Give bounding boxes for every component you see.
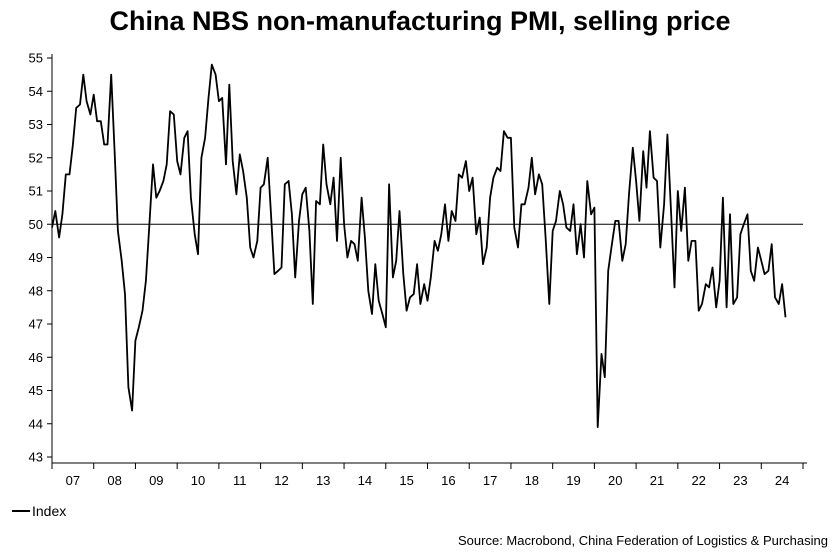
y-tick-label: 52 <box>29 150 43 165</box>
series-layer <box>51 63 787 429</box>
x-tick-label: 08 <box>107 473 121 488</box>
y-tick-label: 45 <box>29 383 43 398</box>
y-tick-label: 53 <box>29 117 43 132</box>
y-tick-label: 46 <box>29 350 43 365</box>
x-tick-label: 12 <box>274 473 288 488</box>
y-tick-label: 50 <box>29 217 43 232</box>
y-tick-label: 49 <box>29 250 43 265</box>
x-tick-label: 24 <box>775 473 789 488</box>
x-tick-label: 18 <box>525 473 539 488</box>
x-tick-label: 20 <box>608 473 622 488</box>
y-tick-label: 44 <box>29 416 43 431</box>
y-tick-label: 48 <box>29 283 43 298</box>
x-tick-label: 07 <box>66 473 80 488</box>
y-tick-label: 43 <box>29 450 43 465</box>
legend-swatch <box>12 510 30 512</box>
x-tick-label: 13 <box>316 473 330 488</box>
chart-title: China NBS non-manufacturing PMI, selling… <box>109 6 731 36</box>
x-tick-label: 15 <box>399 473 413 488</box>
y-tick-label: 51 <box>29 184 43 199</box>
x-tick-label: 17 <box>483 473 497 488</box>
y-axis: 43 44 45 46 47 48 49 50 51 52 53 54 55 <box>29 51 53 465</box>
x-tick-label: 22 <box>691 473 705 488</box>
x-tick-label: 19 <box>566 473 580 488</box>
x-tick-label: 11 <box>233 473 247 488</box>
x-tick-label: 23 <box>733 473 747 488</box>
x-axis: 07 08 09 10 11 12 13 14 15 16 17 18 19 20 21 22 23 24 <box>51 462 807 488</box>
x-tick-label: 16 <box>441 473 455 488</box>
y-tick-label: 47 <box>29 317 43 332</box>
y-tick-label: 54 <box>29 84 43 99</box>
y-tick-label: 55 <box>29 51 43 66</box>
x-tick-label: 14 <box>358 473 372 488</box>
x-tick-label: 10 <box>191 473 205 488</box>
source-note: Source: Macrobond, China Federation of L… <box>458 533 828 548</box>
x-tick-label: 21 <box>650 473 664 488</box>
legend: Index <box>12 503 66 519</box>
legend-label: Index <box>32 503 67 519</box>
x-tick-label: 09 <box>149 473 163 488</box>
series-line-index <box>51 63 787 429</box>
